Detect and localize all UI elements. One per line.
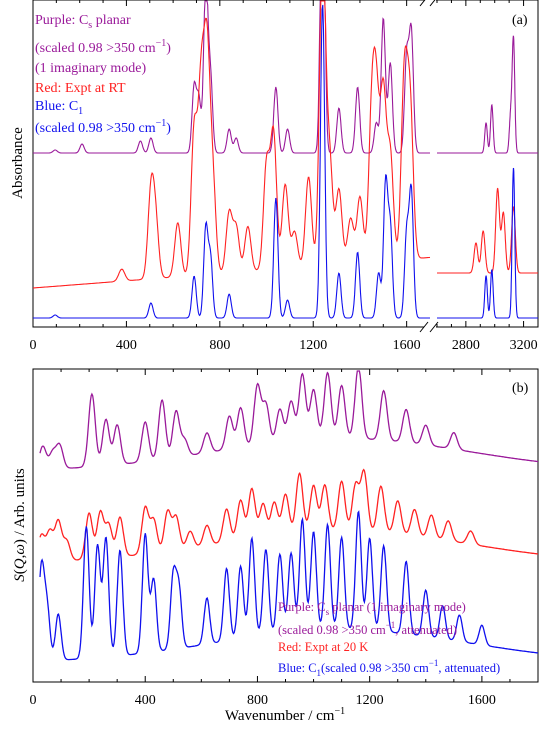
panel-a-series-blue-seg1 <box>33 4 430 319</box>
panel-a: 0 400 800 1200 1600 2800 3200 (a) Absorbance P… <box>10 0 539 353</box>
panel-a-xtick-label: 400 <box>116 338 137 353</box>
panel-a-legend-entry: (scaled 0.98 >350 cm−1) <box>35 118 171 136</box>
panel-a-xtick-label: 1200 <box>299 338 327 353</box>
panel-a-series-purple-seg1 <box>33 0 430 154</box>
panel-a-frame <box>32 0 539 328</box>
panel-b-legend-entry: (scaled 0.98 >350 cm−1, attenuated) <box>278 620 457 637</box>
panel-b-ticks: 0 400 800 1200 1600 <box>30 369 539 708</box>
panel-a-series-red-seg1 <box>32 0 431 289</box>
panel-a-ylabel: Absorbance <box>10 127 26 199</box>
panel-a-series-purple-seg2 <box>437 35 538 154</box>
panel-a-xtick-label: 3200 <box>510 338 538 353</box>
panel-b-xtick-label: 1600 <box>468 693 496 708</box>
panel-a-xtick-label: 800 <box>209 338 230 353</box>
panel-a-series-red-seg2 <box>437 187 538 274</box>
panel-b-ylabel: S(Q,ω) / Arb. units <box>12 468 28 582</box>
panel-b-legend-entry: Purple: Cs planar (1 imaginary mode) <box>278 600 466 617</box>
panel-b-legend-entry: Blue: C1(scaled 0.98 >350 cm−1, attenuat… <box>278 658 500 678</box>
panel-b-series-purple <box>39 370 539 469</box>
panel-a-xtick-label: 2800 <box>452 338 480 353</box>
panel-b: 0 400 800 1200 1600 (b) Purple: Cs planar (1… <box>12 368 539 724</box>
panel-a-legend-entry: Blue: C1 <box>35 99 83 117</box>
panel-b-xtick-label: 1200 <box>356 693 384 708</box>
panel-a-traces <box>32 0 538 319</box>
panel-b-label: (b) <box>512 381 529 396</box>
panel-a-legend-entry: Red: Expt at RT <box>35 81 126 96</box>
panel-a-xtick-label: 0 <box>30 338 37 353</box>
panel-b-xtick-label: 0 <box>30 693 37 708</box>
panel-a-series-blue-seg2 <box>437 167 538 319</box>
panel-b-series-red <box>39 468 539 561</box>
axis-break-top <box>419 0 436 7</box>
panel-a-legend-entry: (1 imaginary mode) <box>35 61 147 76</box>
panel-a-legend: Purple: Cs planar (scaled 0.98 >350 cm−1)… <box>35 13 171 136</box>
panel-b-legend-entry: Red: Expt at 20 K <box>278 640 368 654</box>
panel-a-label: (a) <box>512 13 528 28</box>
panel-b-xtick-label: 800 <box>247 693 268 708</box>
panel-b-legend: Purple: Cs planar (1 imaginary mode) (sca… <box>278 600 500 678</box>
panel-a-legend-entry: Purple: Cs planar <box>35 13 131 31</box>
panel-a-legend-entry: (scaled 0.98 >350 cm−1) <box>35 38 171 56</box>
panel-b-series-blue <box>39 510 539 661</box>
panel-b-xtick-label: 400 <box>135 693 156 708</box>
axis-break-bottom <box>419 321 439 333</box>
panel-b-xlabel: Wavenumber / cm−1 <box>225 706 345 724</box>
panel-a-xtick-label: 1600 <box>393 338 421 353</box>
panel-a-ticks: 0 400 800 1200 1600 2800 3200 <box>30 0 539 353</box>
panel-b-traces <box>39 370 539 661</box>
